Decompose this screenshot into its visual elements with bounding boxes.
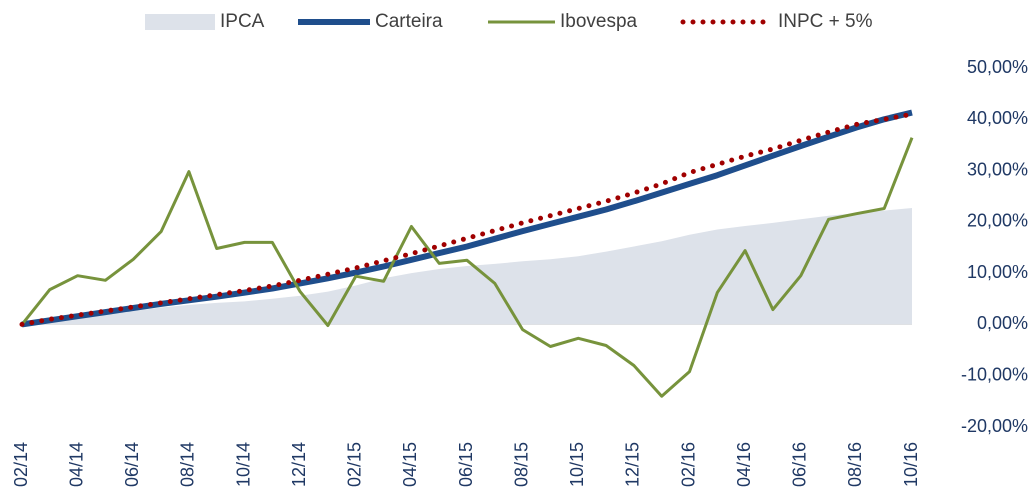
x-tick-label: 12/14 [289,442,309,487]
x-tick-label: 10/14 [233,442,253,487]
x-tick-label: 02/14 [11,442,31,487]
legend-label: INPC + 5% [778,11,873,32]
x-tick-label: 06/14 [122,442,142,487]
x-tick-label: 04/14 [66,442,86,487]
x-tick-label: 04/15 [400,442,420,487]
y-tick-label: 40,00% [967,108,1028,128]
y-tick-label: 20,00% [967,211,1028,231]
line [19,111,915,327]
y-tick-label: -10,00% [961,364,1028,384]
y-tick-label: 30,00% [967,159,1028,179]
y-tick-label: 0,00% [977,313,1028,333]
y-tick-label: 50,00% [967,57,1028,77]
x-tick-label: 08/16 [845,442,865,487]
legend-label: Carteira [375,11,443,32]
x-tick-label: 10/16 [901,442,921,487]
line [20,137,914,398]
legend-label: Ibovespa [560,11,638,32]
area [22,208,912,325]
x-tick-label: 06/15 [456,442,476,487]
x-tick-label: 06/16 [790,442,810,487]
x-tick-label: 02/16 [678,442,698,487]
x-tick-label: 12/15 [623,442,643,487]
x-tick-label: 10/15 [567,442,587,487]
legend-swatch [145,14,215,30]
x-tick-label: 08/15 [511,442,531,487]
x-tick-label: 04/16 [734,442,754,487]
legend-label: IPCA [220,11,265,32]
y-tick-label: 10,00% [967,262,1028,282]
x-tick-label: 08/14 [178,442,198,487]
y-tick-label: -20,00% [961,416,1028,436]
x-tick-label: 02/15 [345,442,365,487]
